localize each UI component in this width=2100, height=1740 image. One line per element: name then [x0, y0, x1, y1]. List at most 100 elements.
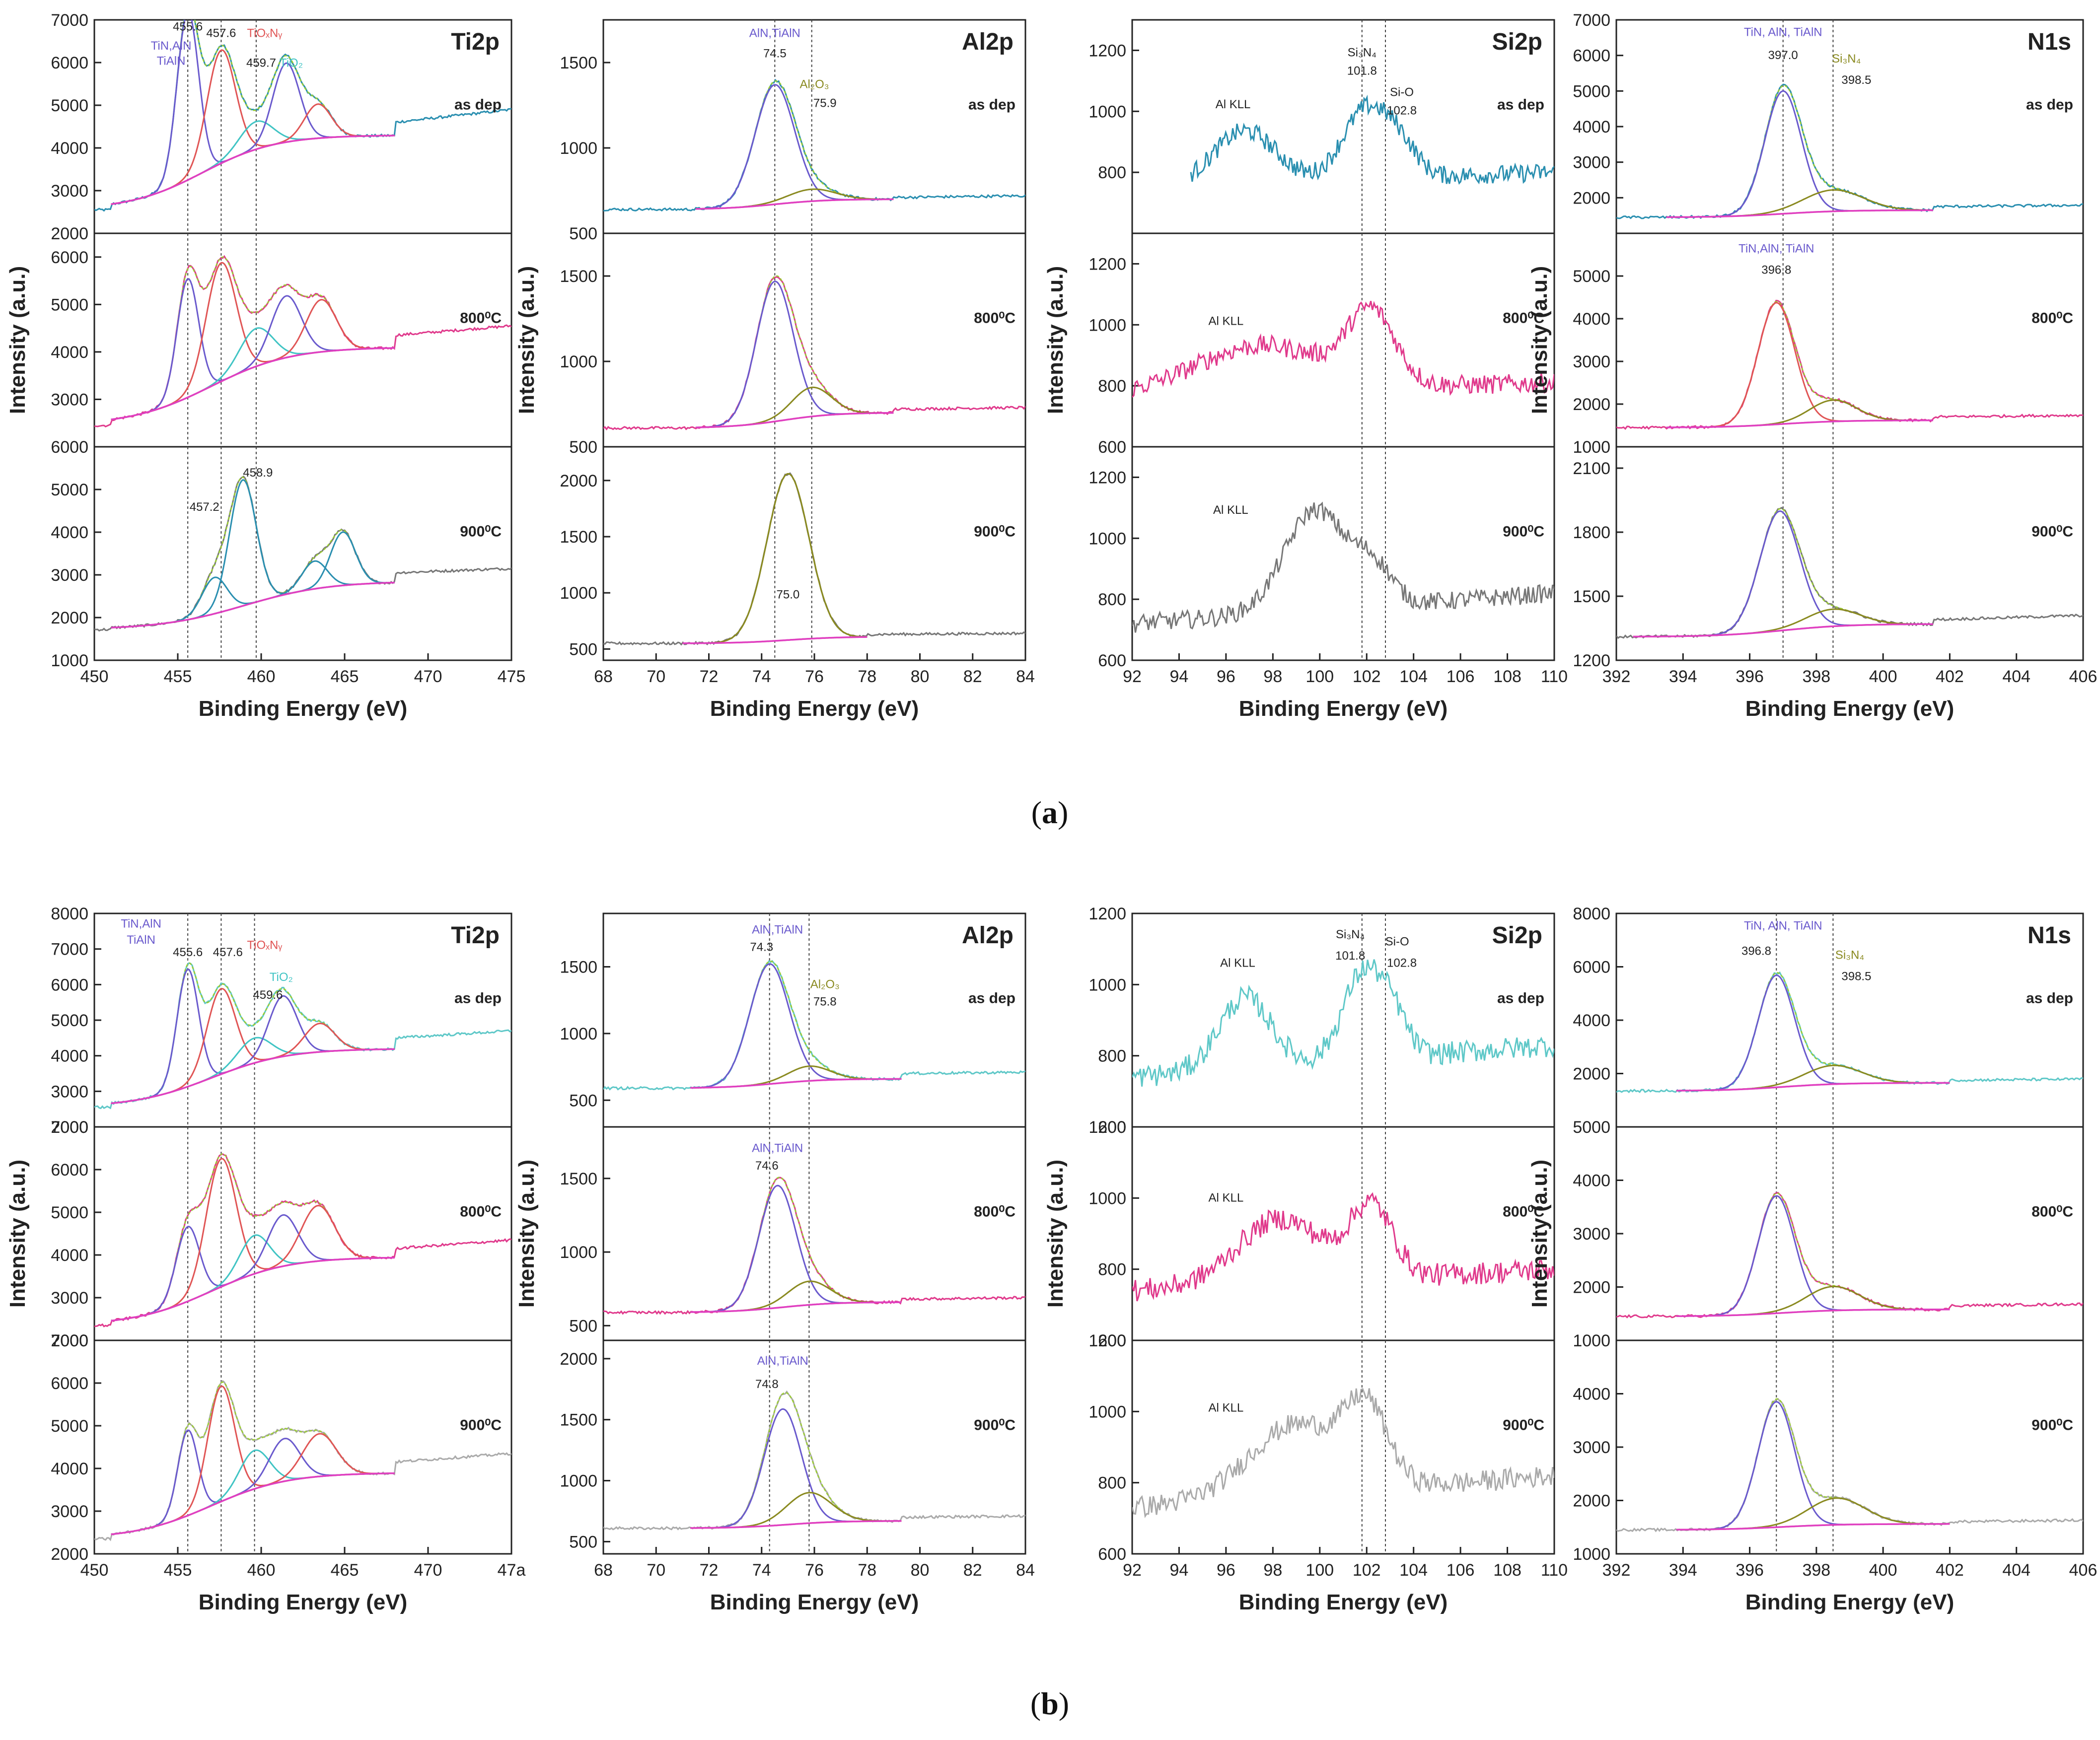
peak-annotation: 74.8: [755, 1378, 779, 1391]
x-axis-label: Binding Energy (eV): [1239, 696, 1448, 721]
experimental-spectrum: [1190, 94, 1554, 185]
fit-component: [111, 49, 395, 205]
x-tick-label: 68: [594, 1561, 613, 1580]
peak-annotation: 101.8: [1335, 949, 1365, 963]
background-line: [1633, 623, 1933, 638]
panel-frame: [1131, 446, 1555, 661]
panel-1: 500 1000 1500 AlN,TiAlN 74.5 Al₂O₃ 75.9 as dep: [560, 19, 1026, 243]
panel-3: 500 1000 1500 2000 75.0 900⁰C: [560, 446, 1026, 661]
experimental-spectrum: [1616, 1397, 2083, 1532]
x-tick-label: 465: [331, 1561, 359, 1580]
condition-label: 900⁰C: [1503, 1417, 1544, 1434]
peak-annotation: 75.9: [813, 96, 837, 110]
peak-annotation: Al KLL: [1213, 503, 1248, 517]
chart-b-N1s: 2000 4000 6000 8000 TiN, AlN, TiAlN 396.8 Si₃N…: [1527, 905, 2097, 1614]
panel-frame: [1131, 232, 1555, 448]
y-tick-label: 3000: [51, 182, 88, 201]
panel-1: 2000 3000 4000 5000 6000 7000 455.6 457.6 TiOₓNᵧ…: [51, 11, 512, 243]
y-tick-label: 1000: [560, 1243, 597, 1262]
panel-frame: [602, 1126, 1026, 1341]
plot-area: [94, 20, 511, 212]
x-tick-label: 102: [1353, 1561, 1381, 1580]
y-tick-label: 1500: [560, 1411, 597, 1430]
peak-annotation: 398.5: [1841, 73, 1871, 87]
fit-component: [111, 560, 395, 628]
panel-2: 600 800 1000 1200 Al KLL 800⁰C: [1088, 1118, 1555, 1350]
fit-component: [111, 299, 395, 420]
peak-annotation: AlN,TiAlN: [749, 26, 800, 40]
peak-annotation: TiN,AlN: [151, 39, 192, 53]
experimental-spectrum: [1132, 959, 1554, 1087]
y-tick-label: 500: [569, 438, 597, 457]
y-tick-label: 1000: [51, 651, 88, 670]
condition-label: as dep: [968, 990, 1015, 1007]
x-tick-label: 460: [247, 1561, 276, 1580]
y-tick-label: 5000: [51, 295, 88, 314]
experimental-spectrum: [94, 255, 511, 428]
fit-component: [111, 295, 395, 420]
x-tick-label: 92: [1123, 1561, 1142, 1580]
x-tick-label: 82: [963, 667, 982, 686]
peak-annotation: Al KLL: [1209, 1191, 1244, 1205]
x-tick-label: 475: [498, 667, 526, 686]
panel-3: 1200 1500 1800 2100 900⁰C: [1573, 446, 2084, 670]
plot-area: [1132, 1192, 1554, 1302]
y-tick-label: 6000: [51, 54, 88, 72]
peak-annotation: Si-O: [1385, 935, 1409, 949]
x-tick-label: 96: [1217, 667, 1235, 686]
y-axis-label: Intensity (a.u.): [1043, 1160, 1068, 1308]
y-tick-label: 3000: [51, 1289, 88, 1308]
plot-area: [1616, 299, 2083, 430]
x-tick-label: 450: [80, 1561, 109, 1580]
x-tick-label: 80: [911, 1561, 930, 1580]
experimental-spectrum: [1616, 83, 2083, 219]
fit-component: [111, 262, 395, 420]
fit-component: [690, 1065, 902, 1089]
panel-1: 2000 4000 6000 8000 TiN, AlN, TiAlN 396.8 Si₃N…: [1573, 905, 2084, 1128]
peak-annotation: 398.5: [1841, 970, 1871, 983]
x-tick-label: 108: [1493, 1561, 1521, 1580]
plot-area: [603, 1177, 1025, 1315]
plot-area: [1132, 959, 1554, 1087]
background-line: [1666, 209, 1933, 218]
y-tick-label: 7000: [51, 11, 88, 30]
experimental-spectrum: [603, 276, 1025, 431]
y-tick-label: 7000: [51, 1118, 88, 1137]
fit-component: [111, 479, 395, 628]
plot-area: [603, 472, 1025, 646]
fit-envelope: [690, 1392, 902, 1529]
y-tick-label: 800: [1098, 1474, 1126, 1493]
experimental-spectrum: [603, 472, 1025, 646]
plot-area: [94, 1153, 511, 1327]
panel-frame: [1615, 1126, 2084, 1341]
x-tick-label: 102: [1353, 667, 1381, 686]
fit-envelope: [111, 962, 395, 1104]
y-tick-label: 800: [1098, 590, 1126, 609]
y-tick-label: 4000: [1573, 310, 1610, 329]
y-tick-label: 800: [1098, 163, 1126, 182]
x-tick-label: 110: [1541, 1561, 1568, 1580]
fit-component: [1666, 302, 1933, 428]
y-tick-label: 4000: [1573, 1172, 1610, 1190]
fit-component: [111, 1449, 395, 1535]
peak-annotation: 458.9: [243, 466, 273, 480]
fit-component: [111, 62, 395, 205]
y-tick-label: 7000: [51, 1331, 88, 1350]
y-tick-label: 5000: [51, 1011, 88, 1030]
y-tick-label: 1200: [1088, 468, 1126, 487]
peak-annotation: Al KLL: [1220, 957, 1255, 970]
y-axis-label: Intensity (a.u.): [1043, 266, 1068, 414]
panel-1: 2000 3000 4000 5000 6000 7000 8000 TiN,AlN TiAlN…: [51, 905, 512, 1137]
peak-annotation: 102.8: [1387, 104, 1417, 117]
peak-annotation: TiN, AlN, TiAlN: [1744, 919, 1822, 932]
y-tick-label: 6000: [51, 248, 88, 267]
y-tick-label: 1500: [560, 958, 597, 977]
y-tick-label: 800: [1098, 1260, 1126, 1279]
x-tick-label: 394: [1669, 667, 1697, 686]
panel-3: 500 1000 1500 2000 AlN,TiAlN 74.8 900⁰C: [560, 1339, 1026, 1555]
y-tick-label: 1000: [1088, 1189, 1126, 1208]
peak-annotation: 74.3: [750, 940, 773, 954]
x-tick-label: 110: [1541, 667, 1568, 686]
y-tick-label: 600: [1098, 438, 1126, 457]
